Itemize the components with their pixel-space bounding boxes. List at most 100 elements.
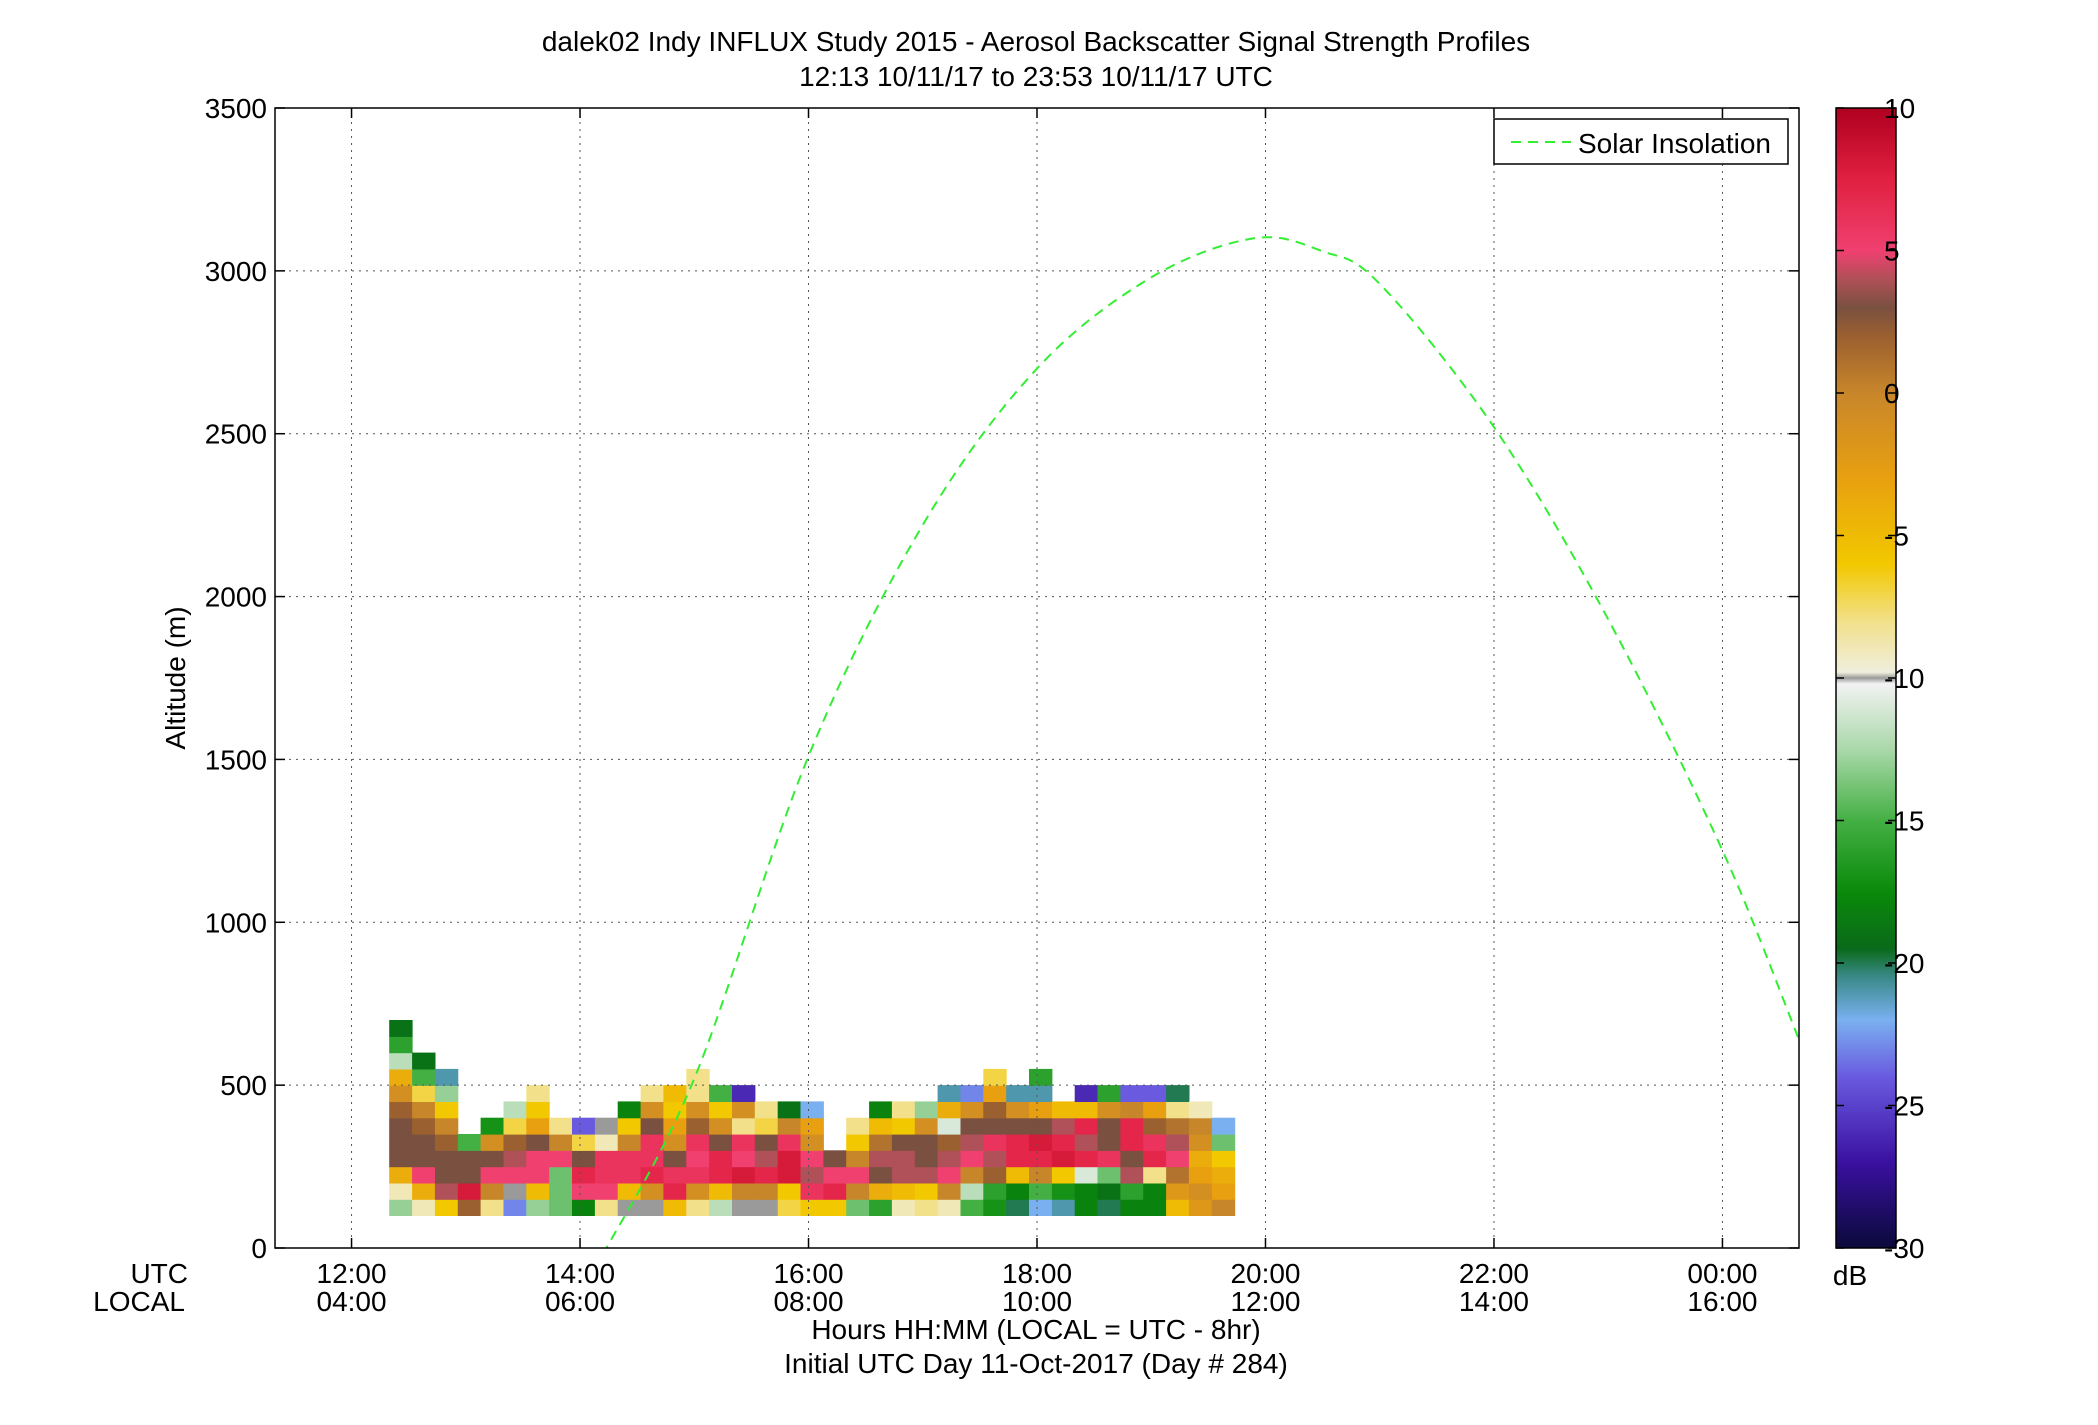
y-tick-label: 1000 bbox=[205, 907, 267, 938]
x-tick-label-local: 08:00 bbox=[773, 1286, 843, 1317]
heatmap-cell bbox=[891, 1166, 916, 1184]
heatmap-cell bbox=[572, 1117, 596, 1135]
heatmap-cell bbox=[549, 1199, 573, 1216]
heatmap-cell bbox=[572, 1182, 596, 1200]
heatmap-cell bbox=[389, 1150, 413, 1168]
heatmap-cell bbox=[914, 1199, 939, 1216]
legend-box: Solar Insolation bbox=[1493, 118, 1789, 165]
heatmap-cell bbox=[389, 1134, 413, 1151]
y-axis-label: Altitude (m) bbox=[160, 606, 191, 749]
x-tick-label-local: 06:00 bbox=[545, 1286, 615, 1317]
heatmap-cell bbox=[594, 1134, 619, 1151]
heatmap-cell bbox=[777, 1199, 802, 1216]
heatmap-cell bbox=[1051, 1199, 1076, 1216]
heatmap-cell bbox=[594, 1117, 619, 1135]
heatmap-cell bbox=[869, 1134, 893, 1151]
x-tick-label-local: 10:00 bbox=[1002, 1286, 1072, 1317]
x-axis-ticks: 12:0004:0014:0006:0016:0008:0018:0010:00… bbox=[317, 108, 1757, 1317]
x-tick-label-utc: 22:00 bbox=[1459, 1258, 1529, 1289]
heatmap-cell bbox=[549, 1182, 573, 1200]
heatmap-cell bbox=[640, 1101, 664, 1119]
heatmap-cell bbox=[1211, 1199, 1236, 1216]
heatmap-cell bbox=[754, 1199, 779, 1216]
y-tick-label: 1500 bbox=[205, 744, 267, 775]
heatmap-cell bbox=[983, 1117, 1007, 1135]
heatmap-cell bbox=[480, 1166, 504, 1184]
heatmap-cell bbox=[412, 1101, 436, 1119]
x-tick-label-utc: 18:00 bbox=[1002, 1258, 1072, 1289]
heatmap-cell bbox=[503, 1101, 527, 1119]
heatmap-cell bbox=[914, 1182, 939, 1200]
heatmap-cell bbox=[640, 1182, 664, 1200]
heatmap-cell bbox=[1211, 1150, 1236, 1168]
heatmap-cell bbox=[800, 1166, 824, 1184]
heatmap-cell bbox=[823, 1150, 847, 1168]
heatmap-cell bbox=[549, 1150, 573, 1168]
heatmap-cell bbox=[526, 1134, 550, 1151]
heatmap-cell bbox=[1166, 1085, 1190, 1102]
heatmap-cell bbox=[1051, 1134, 1076, 1151]
heatmap-cell bbox=[914, 1134, 939, 1151]
heatmap-cell bbox=[412, 1134, 436, 1151]
heatmap-cell bbox=[526, 1166, 550, 1184]
heatmap-cell bbox=[732, 1117, 756, 1135]
heatmap-cell bbox=[389, 1052, 413, 1070]
heatmap-cell bbox=[549, 1117, 573, 1135]
x-row-label-utc: UTC bbox=[130, 1258, 188, 1289]
heatmap-cell bbox=[960, 1150, 984, 1168]
heatmap-cell bbox=[1143, 1101, 1167, 1119]
heatmap-cell bbox=[1029, 1166, 1053, 1184]
heatmap-cell bbox=[846, 1134, 870, 1151]
heatmap-cell bbox=[914, 1101, 939, 1119]
heatmap-cell bbox=[1029, 1101, 1053, 1119]
heatmap-cell bbox=[480, 1150, 504, 1168]
heatmap-cell bbox=[754, 1150, 779, 1168]
heatmap-cell bbox=[1166, 1199, 1190, 1216]
heatmap-cell bbox=[754, 1101, 779, 1119]
heatmap-cell bbox=[846, 1150, 870, 1168]
heatmap-cell bbox=[1143, 1182, 1167, 1200]
heatmap-cell bbox=[937, 1101, 961, 1119]
x-tick-label-local: 16:00 bbox=[1687, 1286, 1757, 1317]
heatmap-cell bbox=[389, 1166, 413, 1184]
heatmap-cell bbox=[457, 1150, 482, 1168]
heatmap-cell bbox=[1074, 1085, 1099, 1102]
heatmap-cell bbox=[1029, 1134, 1053, 1151]
heatmap-cell bbox=[503, 1182, 527, 1200]
heatmap-cell bbox=[594, 1199, 619, 1216]
heatmap-cell bbox=[800, 1117, 824, 1135]
heatmap-cell bbox=[846, 1166, 870, 1184]
heatmap-cell bbox=[937, 1199, 961, 1216]
heatmap-cell bbox=[983, 1150, 1007, 1168]
y-tick-label: 3500 bbox=[205, 93, 267, 124]
heatmap-cell bbox=[1006, 1134, 1030, 1151]
heatmap-cell bbox=[937, 1166, 961, 1184]
heatmap-cell bbox=[1097, 1199, 1121, 1216]
heatmap-cell bbox=[914, 1166, 939, 1184]
heatmap-cell bbox=[914, 1150, 939, 1168]
heatmap-cell bbox=[686, 1117, 710, 1135]
heatmap-cell bbox=[983, 1068, 1007, 1086]
heatmap-cell bbox=[640, 1085, 664, 1102]
heatmap-cell bbox=[526, 1199, 550, 1216]
heatmap-cell bbox=[1143, 1134, 1167, 1151]
heatmap-cell bbox=[503, 1117, 527, 1135]
heatmap-cell bbox=[389, 1199, 413, 1216]
heatmap-cell bbox=[1143, 1199, 1167, 1216]
heatmap-cell bbox=[412, 1166, 436, 1184]
heatmap-cell bbox=[960, 1085, 984, 1102]
heatmap-cell bbox=[663, 1166, 687, 1184]
heatmap-cell bbox=[823, 1166, 847, 1184]
heatmap-cell bbox=[777, 1101, 802, 1119]
x-axis-label: Hours HH:MM (LOCAL = UTC - 8hr) bbox=[811, 1314, 1260, 1345]
heatmap-cell bbox=[800, 1150, 824, 1168]
heatmap-cell bbox=[1097, 1182, 1121, 1200]
heatmap-cell bbox=[823, 1199, 847, 1216]
heatmap-cell bbox=[594, 1166, 619, 1184]
heatmap-cell bbox=[389, 1085, 413, 1102]
heatmap-cell bbox=[983, 1134, 1007, 1151]
heatmap-cell bbox=[1006, 1101, 1030, 1119]
heatmap-cell bbox=[1074, 1166, 1099, 1184]
heatmap-cell bbox=[869, 1101, 893, 1119]
heatmap-cell bbox=[1120, 1134, 1144, 1151]
